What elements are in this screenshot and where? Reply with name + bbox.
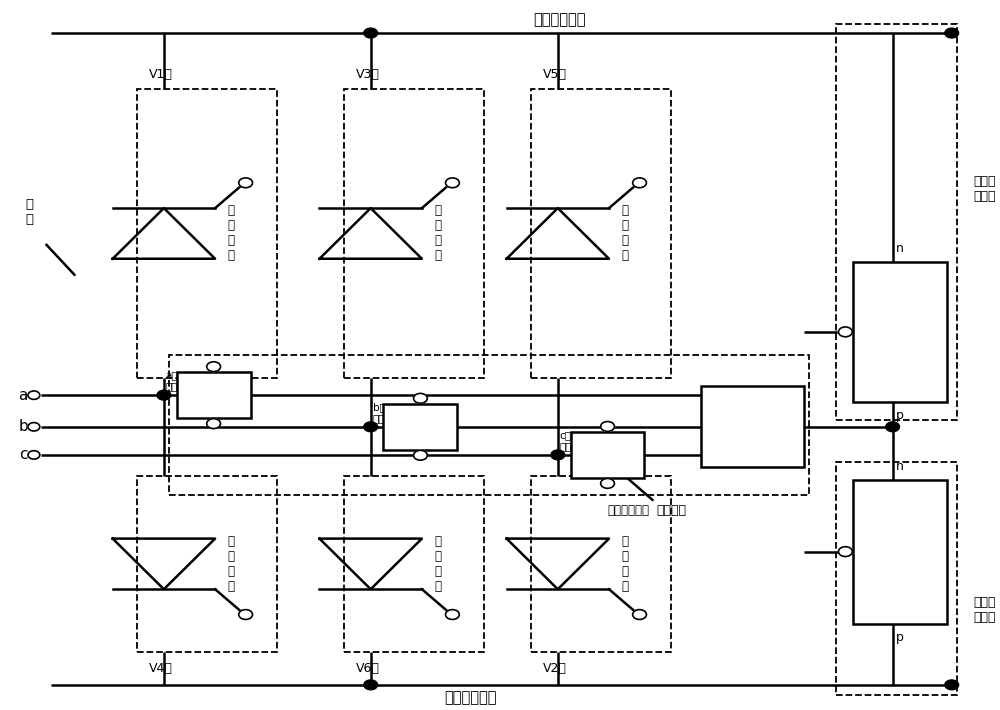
Text: c相
双向阀: c相 双向阀 xyxy=(560,430,579,452)
Text: 选择单元: 选择单元 xyxy=(656,504,686,517)
Text: 晋
闸
管
阀: 晋 闸 管 阀 xyxy=(622,535,629,593)
Text: 上桥臂
辅助阀: 上桥臂 辅助阀 xyxy=(973,175,996,204)
Circle shape xyxy=(28,391,40,400)
Text: 晋
闸
管
阀: 晋 闸 管 阀 xyxy=(435,204,442,263)
Circle shape xyxy=(446,178,459,187)
Bar xyxy=(383,404,457,449)
Bar xyxy=(836,24,957,420)
Bar xyxy=(571,432,644,478)
Text: DVb: DVb xyxy=(407,420,434,433)
Circle shape xyxy=(239,610,253,619)
Bar xyxy=(169,355,809,496)
Text: c: c xyxy=(19,447,27,462)
Text: 晋
闸
管
阀: 晋 闸 管 阀 xyxy=(228,535,235,593)
Text: 晋
闸
管
阀: 晋 闸 管 阀 xyxy=(435,535,442,593)
Circle shape xyxy=(239,178,253,187)
Circle shape xyxy=(157,391,171,400)
Text: b: b xyxy=(18,420,28,435)
Circle shape xyxy=(364,422,378,432)
Circle shape xyxy=(945,28,959,38)
Bar xyxy=(531,476,671,652)
Text: a: a xyxy=(18,388,28,403)
Bar xyxy=(701,386,804,467)
Circle shape xyxy=(886,422,900,432)
Text: n: n xyxy=(896,241,904,254)
Text: Vn: Vn xyxy=(889,542,911,561)
Text: 下桥臂
辅助阀: 下桥臂 辅助阀 xyxy=(973,596,996,624)
Text: n: n xyxy=(896,459,904,472)
Circle shape xyxy=(364,28,378,38)
Text: 直流母线正极: 直流母线正极 xyxy=(533,12,586,28)
Bar xyxy=(344,476,484,652)
Bar xyxy=(137,89,277,378)
Text: 晋
闸
管
阀: 晋 闸 管 阀 xyxy=(622,204,629,263)
Circle shape xyxy=(601,479,614,488)
Bar xyxy=(177,372,251,418)
Bar xyxy=(137,476,277,652)
Circle shape xyxy=(551,450,565,460)
Circle shape xyxy=(446,610,459,619)
Text: 晋
闸
管
阀: 晋 闸 管 阀 xyxy=(228,204,235,263)
Circle shape xyxy=(28,422,40,431)
Circle shape xyxy=(945,680,959,690)
Bar xyxy=(344,89,484,378)
Text: V3阀: V3阀 xyxy=(356,68,380,81)
Circle shape xyxy=(414,393,427,403)
Circle shape xyxy=(601,422,614,432)
Text: b相
双向阀: b相 双向阀 xyxy=(373,402,391,423)
Text: 桥
臂: 桥 臂 xyxy=(25,198,33,226)
Circle shape xyxy=(207,362,221,371)
Bar xyxy=(853,479,947,623)
Text: DVc: DVc xyxy=(594,449,621,462)
Text: 直流母线负极: 直流母线负极 xyxy=(445,691,497,706)
Circle shape xyxy=(838,547,852,557)
Text: V5阀: V5阀 xyxy=(543,68,567,81)
Circle shape xyxy=(633,178,646,187)
Text: DVa: DVa xyxy=(201,388,227,402)
Circle shape xyxy=(207,419,221,429)
Text: p: p xyxy=(896,409,904,422)
Text: a相
双向阀: a相 双向阀 xyxy=(166,370,185,392)
Circle shape xyxy=(838,327,852,337)
Bar xyxy=(531,89,671,378)
Circle shape xyxy=(28,451,40,459)
Circle shape xyxy=(414,450,427,460)
Text: 可控开关模块: 可控开关模块 xyxy=(607,504,649,517)
Text: V2阀: V2阀 xyxy=(543,662,567,675)
Circle shape xyxy=(364,680,378,690)
Bar xyxy=(853,261,947,402)
Text: V4阀: V4阀 xyxy=(149,662,173,675)
Bar xyxy=(836,462,957,695)
Text: DVM: DVM xyxy=(735,420,770,435)
Text: V6阀: V6阀 xyxy=(356,662,380,675)
Text: p: p xyxy=(896,630,904,644)
Text: Vp: Vp xyxy=(889,323,911,341)
Circle shape xyxy=(633,610,646,619)
Text: V1阀: V1阀 xyxy=(149,68,173,81)
